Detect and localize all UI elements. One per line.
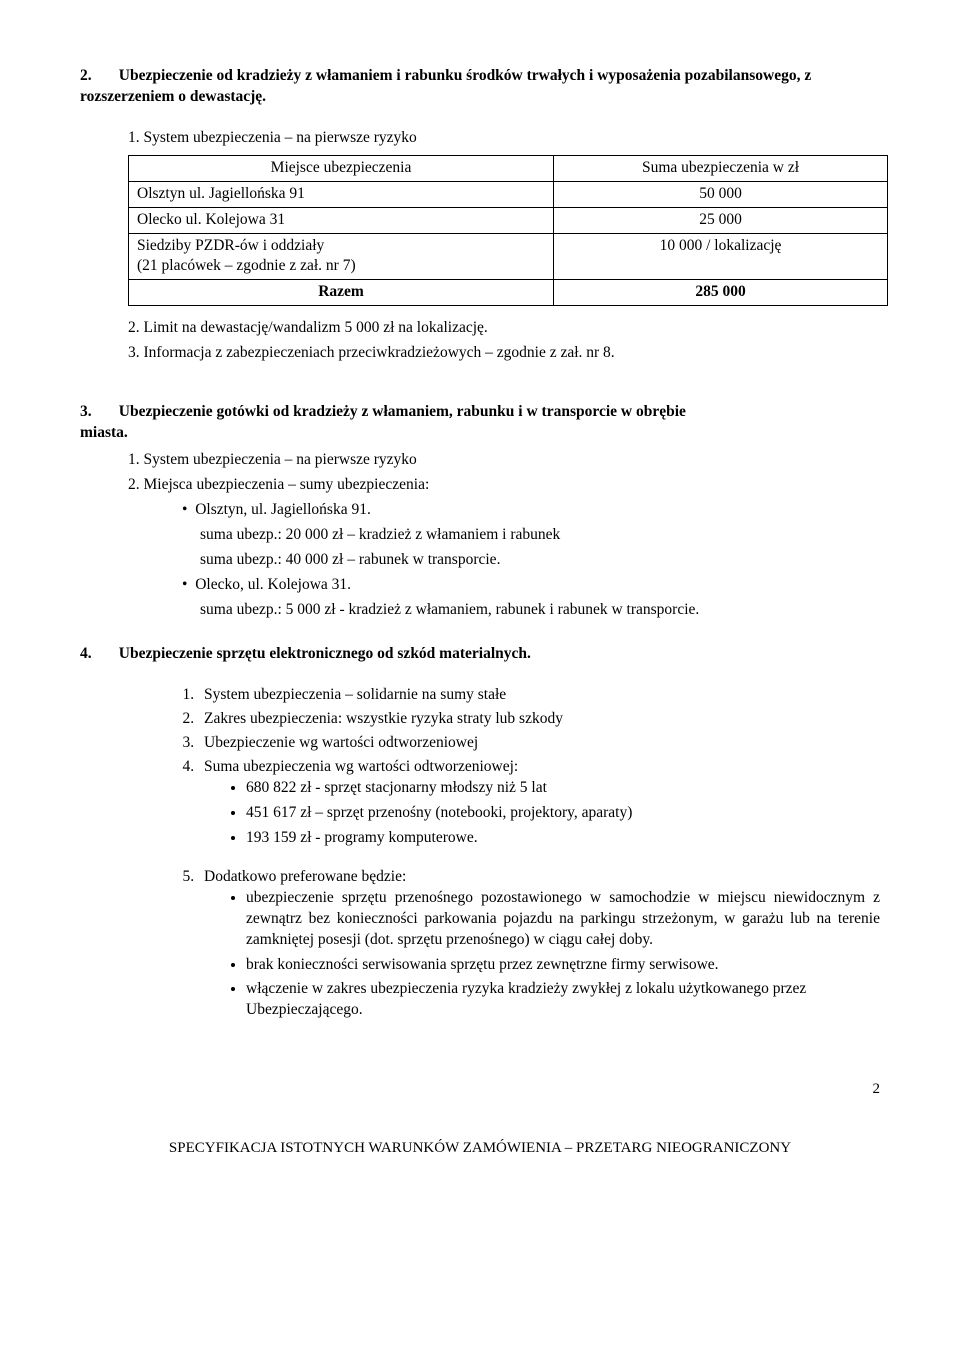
sec3-b1: • Olsztyn, ul. Jagiellońska 91. xyxy=(200,500,880,521)
cell-r3c1: Siedziby PZDR-ów i oddziały (21 placówek… xyxy=(129,233,554,280)
cell-r2c1: Olecko ul. Kolejowa 31 xyxy=(129,207,554,233)
sec4-li1: System ubezpieczenia – solidarnie na sum… xyxy=(198,685,880,706)
th-suma: Suma ubezpieczenia w zł xyxy=(554,155,888,181)
sec4-ol-5: Dodatkowo preferowane będzie: ubezpiecze… xyxy=(198,867,880,1021)
cell-r3c1a: Siedziby PZDR-ów i oddziały xyxy=(137,237,324,254)
table-row: Olsztyn ul. Jagiellońska 91 50 000 xyxy=(129,181,888,207)
sec4-d3: włączenie w zakres ubezpieczenia ryzyka … xyxy=(246,979,880,1021)
sec3-b2a: suma ubezp.: 5 000 zł - kradzież z włama… xyxy=(200,600,880,621)
sec4-b2: 451 617 zł – sprzęt przenośny (notebooki… xyxy=(246,803,880,824)
sec2-title: 2. Ubezpieczenie od kradzieży z włamanie… xyxy=(80,66,880,108)
sec4-b1: 680 822 zł - sprzęt stacjonarny młodszy … xyxy=(246,778,880,799)
sec4-num: 4. xyxy=(80,645,92,662)
footer: SPECYFIKACJA ISTOTNYCH WARUNKÓW ZAMÓWIEN… xyxy=(80,1138,880,1158)
sec3-title-line2: miasta. xyxy=(80,423,880,444)
sec4-li5: Dodatkowo preferowane będzie: ubezpiecze… xyxy=(198,867,880,1021)
page-number: 2 xyxy=(80,1079,880,1099)
cell-r3c1b: (21 placówek – zgodnie z zał. nr 7) xyxy=(137,257,356,274)
sec3-b1a: suma ubezp.: 20 000 zł – kradzież z włam… xyxy=(200,525,880,546)
sec4-li4: Suma ubezpieczenia wg wartości odtworzen… xyxy=(198,757,880,849)
cell-r1c2: 50 000 xyxy=(554,181,888,207)
cell-r2c2: 25 000 xyxy=(554,207,888,233)
sec3-title-line1: 3. Ubezpieczenie gotówki od kradzieży z … xyxy=(80,402,880,423)
table-row-razem: Razem 285 000 xyxy=(129,280,888,306)
sec4-d2: brak konieczności serwisowania sprzętu p… xyxy=(246,955,880,976)
sec4-li4-ul: 680 822 zł - sprzęt stacjonarny młodszy … xyxy=(204,778,880,849)
sec3-b1-text: Olsztyn, ul. Jagiellońska 91. xyxy=(195,501,371,518)
sec2-item3: 3. Informacja z zabezpieczeniach przeciw… xyxy=(128,343,880,364)
cell-r4c1: Razem xyxy=(129,280,554,306)
cell-r3c2: 10 000 / lokalizację xyxy=(554,233,888,280)
table-row: Olecko ul. Kolejowa 31 25 000 xyxy=(129,207,888,233)
sec4-title-text: Ubezpieczenie sprzętu elektronicznego od… xyxy=(119,645,531,662)
sec4-li2: Zakres ubezpieczenia: wszystkie ryzyka s… xyxy=(198,709,880,730)
cell-r4c2: 285 000 xyxy=(554,280,888,306)
table-row: Siedziby PZDR-ów i oddziały (21 placówek… xyxy=(129,233,888,280)
sec2-item2: 2. Limit na dewastację/wandalizm 5 000 z… xyxy=(128,318,880,339)
sec3-num: 3. xyxy=(80,403,92,420)
sec4-d1: ubezpieczenie sprzętu przenośnego pozost… xyxy=(246,888,880,951)
sec4-ol: System ubezpieczenia – solidarnie na sum… xyxy=(198,685,880,848)
sec3-b2-text: Olecko, ul. Kolejowa 31. xyxy=(195,576,351,593)
sec4-list: System ubezpieczenia – solidarnie na sum… xyxy=(128,685,880,1021)
sec3-b2: • Olecko, ul. Kolejowa 31. xyxy=(200,575,880,596)
cell-r1c1: Olsztyn ul. Jagiellońska 91 xyxy=(129,181,554,207)
sec4-b3: 193 159 zł - programy komputerowe. xyxy=(246,828,880,849)
sec2-item1: 1. System ubezpieczenia – na pierwsze ry… xyxy=(128,128,880,149)
sec2-title-text: Ubezpieczenie od kradzieży z włamaniem i… xyxy=(80,67,811,105)
sec4-li5-ul: ubezpieczenie sprzętu przenośnego pozost… xyxy=(204,888,880,1022)
sec4-li4-text: Suma ubezpieczenia wg wartości odtworzen… xyxy=(204,758,518,775)
table-header-row: Miejsce ubezpieczenia Suma ubezpieczenia… xyxy=(129,155,888,181)
sec3-i1: 1. System ubezpieczenia – na pierwsze ry… xyxy=(128,450,880,471)
sec4-title: 4. Ubezpieczenie sprzętu elektronicznego… xyxy=(80,644,880,665)
sec3-i2: 2. Miejsca ubezpieczenia – sumy ubezpiec… xyxy=(128,475,880,496)
sec4-li5-text: Dodatkowo preferowane będzie: xyxy=(204,868,406,885)
sec2-table: Miejsce ubezpieczenia Suma ubezpieczenia… xyxy=(128,155,888,307)
sec3-title-a: Ubezpieczenie gotówki od kradzieży z wła… xyxy=(119,403,686,420)
sec3-b1b: suma ubezp.: 40 000 zł – rabunek w trans… xyxy=(200,550,880,571)
th-miejsce: Miejsce ubezpieczenia xyxy=(129,155,554,181)
sec4-li3: Ubezpieczenie wg wartości odtworzeniowej xyxy=(198,733,880,754)
sec2-num: 2. xyxy=(80,67,92,84)
